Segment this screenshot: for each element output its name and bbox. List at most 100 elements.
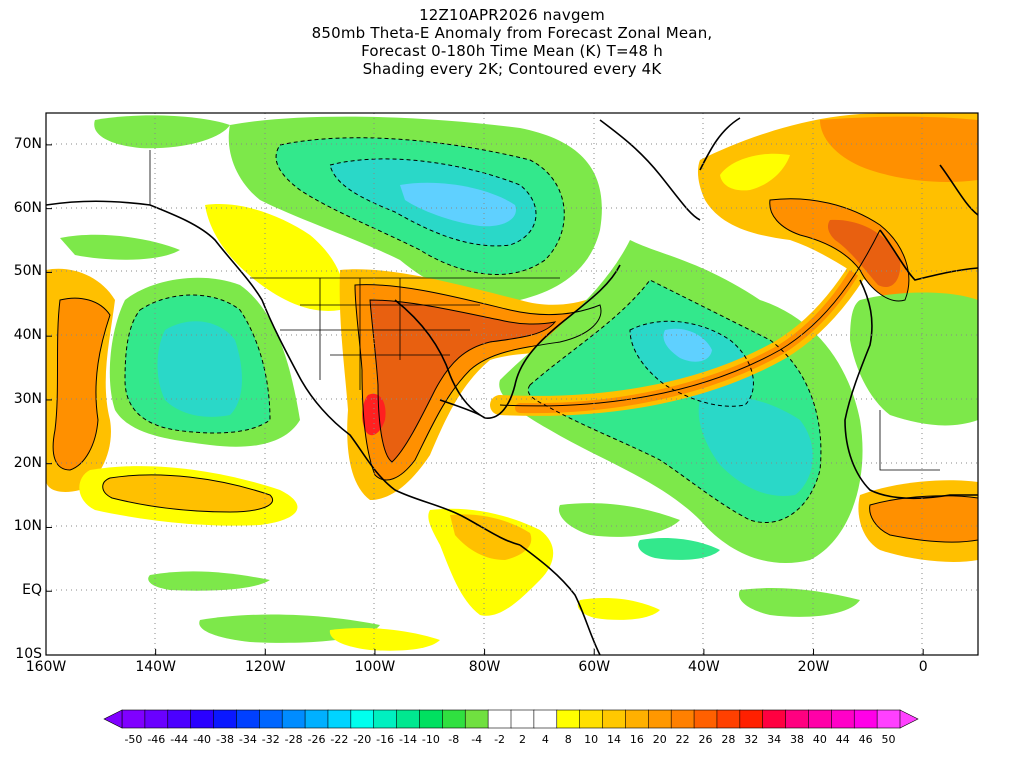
anomaly-contours xyxy=(52,137,978,543)
lat-label: 50N xyxy=(13,263,42,280)
lon-label: 120W xyxy=(244,659,286,675)
anomaly-field xyxy=(46,113,978,655)
coastlines xyxy=(46,117,978,655)
colorbar-label: 14 xyxy=(606,733,621,746)
colorbar-label: 44 xyxy=(835,733,850,746)
graticule xyxy=(46,113,978,655)
title-line-1: 12Z10APR2026 navgem xyxy=(419,6,605,24)
lat-label: EQ xyxy=(22,582,42,599)
lat-label: 60N xyxy=(13,199,42,216)
colorbar-swatch xyxy=(556,709,581,729)
lat-label: 40N xyxy=(13,327,42,344)
colorbar-swatch xyxy=(213,709,238,729)
colorbar-label: -34 xyxy=(238,733,257,746)
colorbar-label: -10 xyxy=(421,733,440,746)
colorbar-label: 34 xyxy=(767,733,782,746)
colorbar-label: -14 xyxy=(399,733,417,746)
colorbar-swatch xyxy=(739,709,764,729)
lat-label: 70N xyxy=(13,135,42,152)
colorbar-label: 22 xyxy=(675,733,690,746)
colorbar-label: 16 xyxy=(629,733,644,746)
colorbar-label: -8 xyxy=(448,733,460,746)
lat-label: 10N xyxy=(13,518,42,535)
colorbar-swatch xyxy=(190,709,215,729)
colorbar-label: -28 xyxy=(284,733,303,746)
lon-label: 60W xyxy=(578,659,611,675)
colorbar-label: -26 xyxy=(307,733,326,746)
colorbar-swatch xyxy=(121,709,146,729)
colorbar-swatch xyxy=(350,709,375,729)
colorbar-label: 32 xyxy=(744,733,759,746)
colorbar-label: -22 xyxy=(330,733,349,746)
colorbar-label: 50 xyxy=(881,733,896,746)
colorbar-label: -2 xyxy=(494,733,506,746)
colorbar-swatch xyxy=(442,709,466,729)
title-line-3: Forecast 0-180h Time Mean (K) T=48 h xyxy=(361,42,663,60)
colorbar-swatch xyxy=(579,709,604,729)
colorbar-label: -38 xyxy=(215,733,234,746)
colorbar-label: 10 xyxy=(584,733,599,746)
lon-label: 80W xyxy=(468,659,501,675)
colorbar-swatch xyxy=(236,709,260,729)
colorbar-label: -40 xyxy=(193,733,212,746)
lat-label: 20N xyxy=(13,454,42,471)
colorbar-label: 20 xyxy=(652,733,667,746)
colorbar-swatch xyxy=(464,709,489,729)
colorbar-swatch xyxy=(396,709,421,729)
colorbar-swatch xyxy=(762,709,787,729)
lon-label: 160W xyxy=(25,659,67,675)
colorbar-swatch xyxy=(419,709,443,729)
lon-label: 0 xyxy=(918,659,928,675)
title-line-2: 850mb Theta-E Anomaly from Forecast Zona… xyxy=(311,24,713,42)
colorbar-swatch xyxy=(281,709,306,729)
colorbar-label: 40 xyxy=(812,733,827,746)
colorbar-swatch xyxy=(487,709,512,729)
map-frame xyxy=(45,112,979,656)
colorbar-max-arrow xyxy=(899,709,919,729)
colorbar-label: 8 xyxy=(564,733,572,746)
colorbar-swatch xyxy=(831,709,855,729)
colorbar-swatch xyxy=(876,709,901,729)
lat-label: 10S xyxy=(15,646,42,662)
colorbar-swatch xyxy=(510,709,535,729)
colorbar-swatch xyxy=(716,709,741,729)
colorbar-swatch xyxy=(258,709,283,729)
colorbar-swatch xyxy=(670,709,695,729)
colorbar-label: -4 xyxy=(471,733,483,746)
colorbar-swatch xyxy=(144,709,169,729)
colorbar-swatch xyxy=(808,709,832,729)
colorbar-swatch xyxy=(602,709,627,729)
colorbar-min-arrow xyxy=(103,709,123,729)
colorbar-label: -46 xyxy=(147,733,166,746)
colorbar-label: 28 xyxy=(721,733,736,746)
colorbar-swatch xyxy=(327,709,352,729)
cool-region-canada-center xyxy=(400,182,516,227)
colorbar-label: -20 xyxy=(353,733,372,746)
colorbar-label: 46 xyxy=(858,733,873,746)
lon-label: 100W xyxy=(354,659,396,675)
colorbar-swatch xyxy=(167,709,192,729)
colorbar-swatch xyxy=(625,709,649,729)
colorbar-swatch xyxy=(853,709,878,729)
colorbar-label: 4 xyxy=(541,733,549,746)
colorbar-label: 38 xyxy=(790,733,805,746)
colorbar-label: 26 xyxy=(698,733,713,746)
colorbar-swatch xyxy=(693,709,718,729)
colorbar-label: -44 xyxy=(170,733,189,746)
colorbar-label: -16 xyxy=(376,733,395,746)
political-borders xyxy=(149,150,940,471)
colorbar-label: 2 xyxy=(518,733,526,746)
colorbar-swatch xyxy=(304,709,329,729)
colorbar-label: -32 xyxy=(261,733,280,746)
lon-label: 40W xyxy=(688,659,720,675)
colorbar-swatch xyxy=(533,709,558,729)
lon-label: 140W xyxy=(135,659,176,675)
lon-label: 20W xyxy=(797,659,830,675)
map-title: 12Z10APR2026 navgem 850mb Theta-E Anomal… xyxy=(0,6,1024,78)
colorbar xyxy=(103,709,919,729)
axis-ticks xyxy=(45,144,924,656)
lat-label: 30N xyxy=(13,390,42,407)
title-line-4: Shading every 2K; Contoured every 4K xyxy=(362,60,662,78)
colorbar-swatch xyxy=(373,709,398,729)
